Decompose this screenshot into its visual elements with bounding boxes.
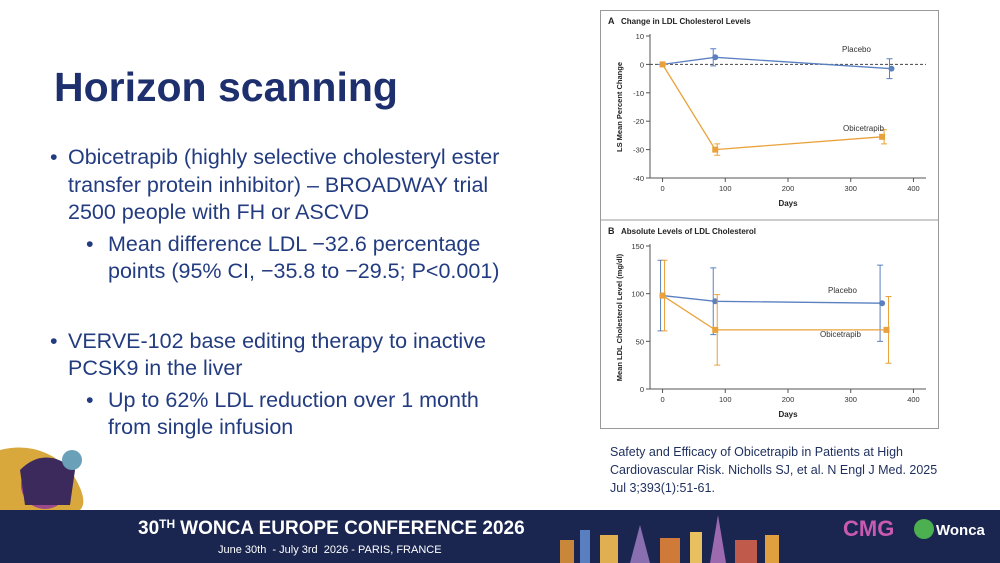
series-label: Placebo xyxy=(828,286,857,295)
x-tick-label: 100 xyxy=(719,184,732,193)
data-point xyxy=(888,65,895,72)
bullet-line: PCSK9 in the liver xyxy=(68,356,243,380)
data-point xyxy=(659,61,666,68)
conference-name: WONCA EUROPE CONFERENCE 2026 xyxy=(180,518,525,539)
bullet-line: points (95% CI, −35.8 to −29.5; P<0.001) xyxy=(108,259,500,283)
panel-title: Change in LDL Cholesterol Levels xyxy=(621,17,751,26)
y-tick-label: -30 xyxy=(633,146,644,155)
series-label: Placebo xyxy=(842,45,871,54)
x-tick-label: 200 xyxy=(782,395,795,404)
conference-title: 30TH WONCA EUROPE CONFERENCE 2026 xyxy=(138,517,525,539)
bullet-list: Obicetrapib (highly selective cholestery… xyxy=(50,144,499,446)
data-point xyxy=(883,326,890,333)
data-point xyxy=(879,133,886,140)
skyline-decoration xyxy=(560,515,779,563)
bullet-line: Obicetrapib (highly selective cholestery… xyxy=(68,145,500,169)
x-tick-label: 100 xyxy=(719,395,732,404)
y-tick-label: 0 xyxy=(640,60,644,69)
series-line xyxy=(662,56,892,70)
series-label: Obicetrapib xyxy=(820,330,861,339)
x-tick-label: 200 xyxy=(782,184,795,193)
x-tick-label: 0 xyxy=(660,184,664,193)
x-tick-label: 300 xyxy=(844,395,857,404)
data-point xyxy=(712,146,719,153)
data-point xyxy=(659,292,666,299)
bullet-line: Up to 62% LDL reduction over 1 month xyxy=(108,387,479,412)
y-tick-label: -40 xyxy=(633,174,644,183)
bullet-line: 2500 people with FH or ASCVD xyxy=(68,200,370,224)
bullet-line: from single infusion xyxy=(108,415,294,439)
series-line xyxy=(661,64,883,151)
logo-wonca: Wonca xyxy=(936,522,986,539)
conference-dates: June 30th - July 3rd 2026 - PARIS, FRANC… xyxy=(218,544,442,556)
y-tick-label: -20 xyxy=(633,117,644,126)
panel-letter: B xyxy=(608,226,615,236)
data-point xyxy=(879,300,886,307)
conference-number: 30 xyxy=(138,518,159,539)
panel-title: Absolute Levels of LDL Cholesterol xyxy=(621,227,756,236)
x-tick-label: 300 xyxy=(844,184,857,193)
y-axis-label: Mean LDL Cholesterol Level (mg/dl) xyxy=(615,253,624,381)
y-tick-label: 50 xyxy=(636,337,644,346)
bullet: VERVE-102 base editing therapy to inacti… xyxy=(50,328,499,383)
data-point xyxy=(712,54,719,61)
data-point xyxy=(712,326,719,333)
x-tick-label: 400 xyxy=(907,395,920,404)
x-axis-label: Days xyxy=(778,199,798,208)
series-line xyxy=(662,294,883,304)
y-tick-label: -10 xyxy=(633,89,644,98)
portrait-decoration xyxy=(0,447,84,510)
bullet-line: transfer protein inhibitor) – BROADWAY t… xyxy=(68,172,489,197)
bullet-line: VERVE-102 base editing therapy to inacti… xyxy=(68,328,486,353)
bullet: Up to 62% LDL reduction over 1 month from… xyxy=(50,387,499,442)
bullet-line: Mean difference LDL −32.6 percentage xyxy=(108,231,481,256)
y-tick-label: 150 xyxy=(631,242,644,251)
y-tick-label: 10 xyxy=(636,32,644,41)
panel-letter: A xyxy=(608,16,615,26)
x-tick-label: 0 xyxy=(660,395,664,404)
citation: Safety and Efficacy of Obicetrapib in Pa… xyxy=(610,445,938,495)
logo-wonca-icon xyxy=(914,519,934,539)
footer-band xyxy=(0,510,1000,563)
series-label: Obicetrapib xyxy=(843,124,884,133)
conference-ordinal: TH xyxy=(159,517,175,531)
bullet: Obicetrapib (highly selective cholestery… xyxy=(50,144,499,227)
y-axis-label: LS Mean Percent Change xyxy=(615,62,624,152)
slide-title: Horizon scanning xyxy=(54,64,398,110)
x-tick-label: 400 xyxy=(907,184,920,193)
series-line xyxy=(662,295,887,331)
bullet: Mean difference LDL −32.6 percentage poin… xyxy=(50,231,499,286)
y-tick-label: 100 xyxy=(631,290,644,299)
x-axis-label: Days xyxy=(778,410,798,419)
logo-cmg: CMG xyxy=(843,516,894,541)
y-tick-label: 0 xyxy=(640,385,644,394)
